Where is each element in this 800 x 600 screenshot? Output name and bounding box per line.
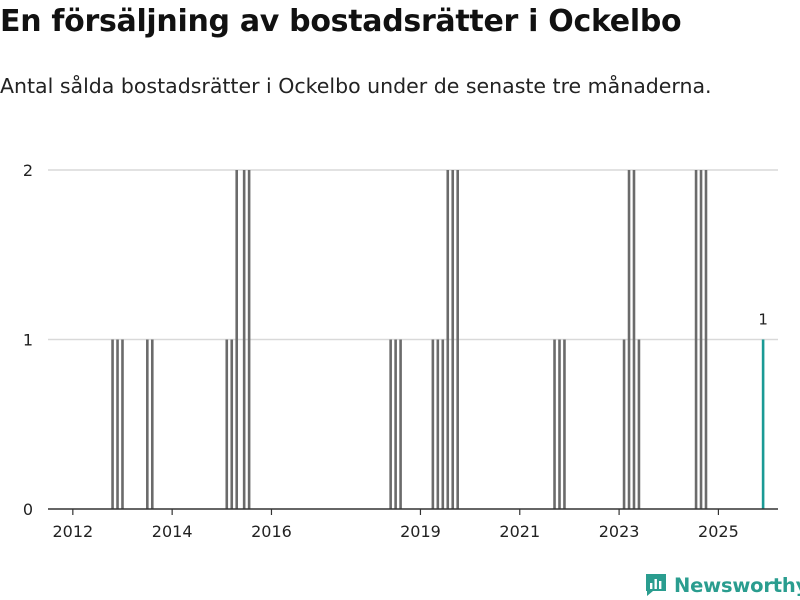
bar bbox=[553, 339, 556, 509]
y-tick-label: 0 bbox=[23, 500, 33, 519]
x-tick-label: 2012 bbox=[52, 522, 93, 541]
newsworthy-logo-icon bbox=[646, 574, 666, 596]
axes: 0 1 2 2012 2014 2016 2019 2021 2023 2025 bbox=[23, 161, 778, 541]
bar bbox=[627, 170, 631, 509]
bars: 1 bbox=[111, 170, 768, 509]
gridlines bbox=[48, 169, 778, 341]
y-tick-label: 1 bbox=[23, 331, 33, 350]
bar bbox=[446, 170, 450, 509]
bar bbox=[150, 339, 154, 509]
x-tick-label: 2014 bbox=[152, 522, 193, 541]
bar bbox=[632, 170, 636, 509]
bar bbox=[563, 339, 566, 509]
highlight-bar bbox=[761, 339, 765, 509]
x-tick-label: 2021 bbox=[499, 522, 540, 541]
x-tick-label: 2025 bbox=[698, 522, 739, 541]
bar bbox=[431, 339, 435, 509]
bar bbox=[121, 339, 124, 509]
brand-name: Newsworthy bbox=[674, 573, 800, 597]
bar bbox=[441, 339, 445, 509]
bar bbox=[247, 170, 251, 509]
x-tick-label: 2019 bbox=[400, 522, 441, 541]
bar bbox=[242, 170, 246, 509]
bar bbox=[704, 170, 708, 509]
newsworthy-logo: Newsworthy bbox=[644, 570, 800, 600]
bar bbox=[637, 339, 641, 509]
bar bbox=[399, 339, 402, 509]
bar bbox=[394, 339, 397, 509]
bar bbox=[451, 170, 455, 509]
chart-title: En försäljning av bostadsrätter i Ockelb… bbox=[0, 4, 682, 39]
x-tick-label: 2016 bbox=[251, 522, 292, 541]
bar bbox=[235, 170, 239, 509]
bar bbox=[622, 339, 626, 509]
bar bbox=[389, 339, 392, 509]
bar bbox=[230, 339, 234, 509]
bar bbox=[456, 170, 459, 509]
y-tick-label: 2 bbox=[23, 161, 33, 180]
bar bbox=[699, 170, 703, 509]
highlight-data-label: 1 bbox=[758, 311, 768, 329]
x-tick-label: 2023 bbox=[599, 522, 640, 541]
bar bbox=[694, 170, 698, 509]
bar bbox=[558, 339, 561, 509]
bar bbox=[116, 339, 119, 509]
bar bbox=[146, 339, 149, 509]
chart-subtitle: Antal sålda bostadsrätter i Ockelbo unde… bbox=[0, 74, 712, 98]
bar bbox=[225, 339, 229, 509]
bar bbox=[111, 339, 114, 509]
bar bbox=[436, 339, 440, 509]
